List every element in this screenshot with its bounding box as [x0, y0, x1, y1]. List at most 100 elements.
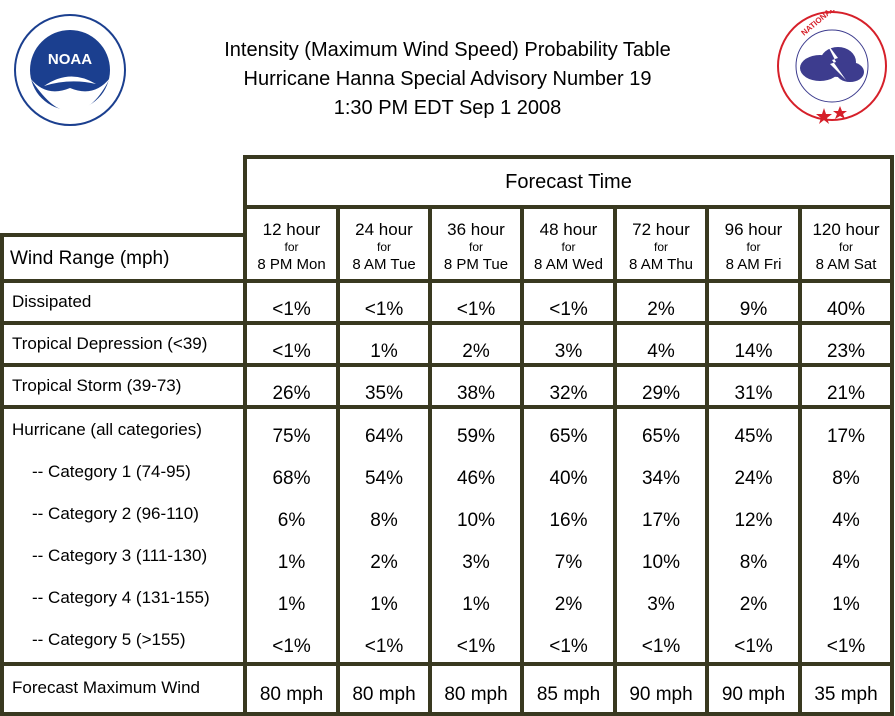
- column-header: 36 hour for 8 PM Tue: [432, 209, 520, 279]
- table-cell: 21%: [826, 383, 866, 404]
- column-header: 120 hour for 8 AM Sat: [802, 209, 890, 279]
- table-cell: 29%: [641, 383, 681, 404]
- table-cell: 17%: [826, 426, 866, 447]
- table-row: Hurricane (all categories) -- Category 1…: [4, 409, 243, 662]
- table-row: Tropical Storm (39-73): [4, 367, 243, 405]
- table-cell: 7%: [554, 552, 583, 573]
- table-cell: 32%: [549, 383, 588, 404]
- table-cell: 4%: [647, 341, 675, 362]
- noaa-logo-text: NOAA: [48, 51, 92, 68]
- table-cell: 45%: [734, 426, 773, 447]
- table-cell: 8%: [739, 552, 768, 573]
- table-cell: 38%: [456, 383, 496, 404]
- table-cell: 6%: [277, 510, 306, 531]
- column-for: for: [561, 240, 576, 254]
- table-cell: 90 mph: [721, 684, 786, 705]
- table-cell: <1%: [456, 636, 496, 657]
- table-cell: 40%: [826, 299, 866, 320]
- table-row: Dissipated: [4, 283, 243, 321]
- column-hours: 72 hour: [632, 220, 690, 239]
- row-label: -- Category 4 (131-155): [32, 588, 210, 607]
- table-cell: 1%: [277, 552, 306, 573]
- table-cell: 4%: [832, 552, 860, 573]
- row-label: -- Category 1 (74-95): [32, 462, 191, 481]
- column-time: 8 AM Fri: [725, 256, 782, 273]
- table-cell: 2%: [462, 341, 490, 362]
- table-cell: 1%: [370, 594, 398, 615]
- column-for: for: [653, 240, 668, 254]
- table-cell: <1%: [272, 341, 311, 362]
- column-hours: 120 hour: [812, 220, 880, 239]
- forecast-time-label: Forecast Time: [505, 171, 632, 193]
- row-label: Dissipated: [12, 292, 92, 311]
- column-hours: 36 hour: [447, 220, 505, 239]
- table-cell: 31%: [734, 383, 773, 404]
- table-cell: 14%: [734, 341, 773, 362]
- table-cell: 34%: [641, 468, 681, 489]
- table-cell: 59%: [456, 426, 496, 447]
- column-time: 8 AM Sat: [815, 256, 877, 273]
- table-cell: 8%: [832, 468, 860, 489]
- table-cell: <1%: [272, 636, 311, 657]
- column-time: 8 PM Mon: [257, 256, 326, 273]
- column-header: 12 hour for 8 PM Mon: [247, 209, 336, 279]
- row-label: Tropical Depression (<39): [12, 334, 208, 353]
- table-cell: <1%: [641, 636, 681, 657]
- table-cell: 1%: [832, 594, 860, 615]
- title-line-1: Intensity (Maximum Wind Speed) Probabili…: [224, 39, 671, 61]
- table-cell: 80 mph: [352, 684, 416, 705]
- column-hours: 96 hour: [724, 220, 783, 239]
- column-hours: 12 hour: [262, 220, 321, 239]
- nws-logo: NATIONAL WEATHER SERVICE: [776, 0, 895, 130]
- table-cell: 23%: [826, 341, 866, 362]
- row-label: -- Category 5 (>155): [32, 630, 186, 649]
- column-time: 8 AM Wed: [534, 256, 603, 273]
- row-label: Tropical Storm (39-73): [12, 376, 182, 395]
- table-cell: 35%: [364, 383, 404, 404]
- table-cell: <1%: [364, 636, 404, 657]
- table-cell: 26%: [272, 383, 311, 404]
- title-line-3: 1:30 PM EDT Sep 1 2008: [333, 97, 562, 119]
- column-time: 8 PM Tue: [443, 256, 509, 273]
- column-header: 96 hour for 8 AM Fri: [709, 209, 798, 279]
- table-cell: 40%: [549, 468, 588, 489]
- row-label: Hurricane (all categories): [12, 420, 202, 439]
- table-cell: 1%: [277, 594, 306, 615]
- table-cell: 2%: [370, 552, 398, 573]
- column-time: 8 AM Tue: [352, 256, 416, 273]
- forecast-time-header: Forecast Time: [247, 159, 890, 205]
- table-cell: 3%: [462, 552, 490, 573]
- column-for: for: [746, 240, 761, 254]
- table-cell: 12%: [734, 510, 773, 531]
- table-cell: 3%: [647, 594, 675, 615]
- row-label: -- Category 3 (111-130): [32, 546, 208, 565]
- table-cell: 68%: [272, 468, 311, 489]
- table-cell: 17%: [641, 510, 681, 531]
- table-cell: 65%: [549, 426, 588, 447]
- table-cell: 24%: [734, 468, 773, 489]
- column-for: for: [468, 240, 483, 254]
- table-cell: 64%: [364, 426, 404, 447]
- table-cell: <1%: [826, 636, 866, 657]
- column-header: 24 hour for 8 AM Tue: [340, 209, 428, 279]
- column-hours: 48 hour: [539, 220, 598, 239]
- row-label: Forecast Maximum Wind: [12, 678, 200, 697]
- table-cell: 80 mph: [444, 684, 508, 705]
- table-cell: 90 mph: [629, 684, 693, 705]
- table-cell: 10%: [641, 552, 681, 573]
- table-cell: 80 mph: [259, 684, 324, 705]
- table-row: Tropical Depression (<39): [4, 325, 243, 363]
- table-cell: 8%: [370, 510, 398, 531]
- table-cell: 4%: [832, 510, 860, 531]
- table-cell: 10%: [456, 510, 496, 531]
- column-hours: 24 hour: [355, 220, 413, 239]
- page-title: Intensity (Maximum Wind Speed) Probabili…: [0, 36, 895, 123]
- table-cell: <1%: [456, 299, 496, 320]
- table-cell: <1%: [272, 299, 311, 320]
- table-cell: 3%: [554, 341, 583, 362]
- table-cell: 2%: [554, 594, 583, 615]
- title-line-2: Hurricane Hanna Special Advisory Number …: [243, 68, 652, 90]
- table-cell: 16%: [549, 510, 588, 531]
- table-cell: 35 mph: [814, 684, 878, 705]
- table-cell: 75%: [272, 426, 311, 447]
